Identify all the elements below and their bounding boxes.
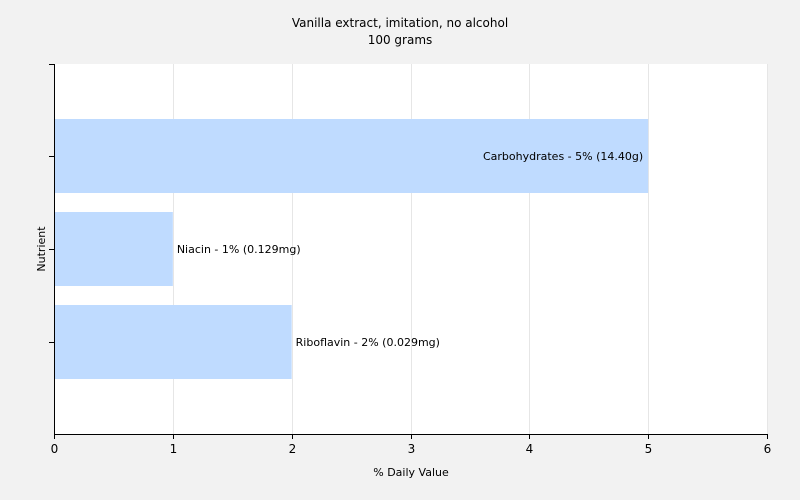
x-tick-label: 5 [645,442,653,456]
chart-title: Vanilla extract, imitation, no alcohol [292,16,508,30]
axes: 0 1 2 3 4 5 6 [49,64,771,456]
x-tick-label: 1 [170,442,178,456]
x-tick-label: 6 [764,442,772,456]
x-tick-label: 4 [526,442,534,456]
x-axis-label: % Daily Value [373,466,449,479]
bar [55,305,292,379]
data-label: Niacin - 1% (0.129mg) [177,243,301,256]
data-label: Riboflavin - 2% (0.029mg) [296,336,440,349]
data-label: Carbohydrates - 5% (14.40g) [483,150,643,163]
x-tick-label: 2 [289,442,297,456]
x-tick-label: 0 [51,442,59,456]
bars: Carbohydrates - 5% (14.40g) Niacin - 1% (… [55,119,649,379]
bar [55,212,173,286]
bar [55,119,649,193]
x-tick-label: 3 [408,442,416,456]
chart-subtitle: 100 grams [368,33,433,47]
y-axis-label: Nutrient [35,226,48,272]
